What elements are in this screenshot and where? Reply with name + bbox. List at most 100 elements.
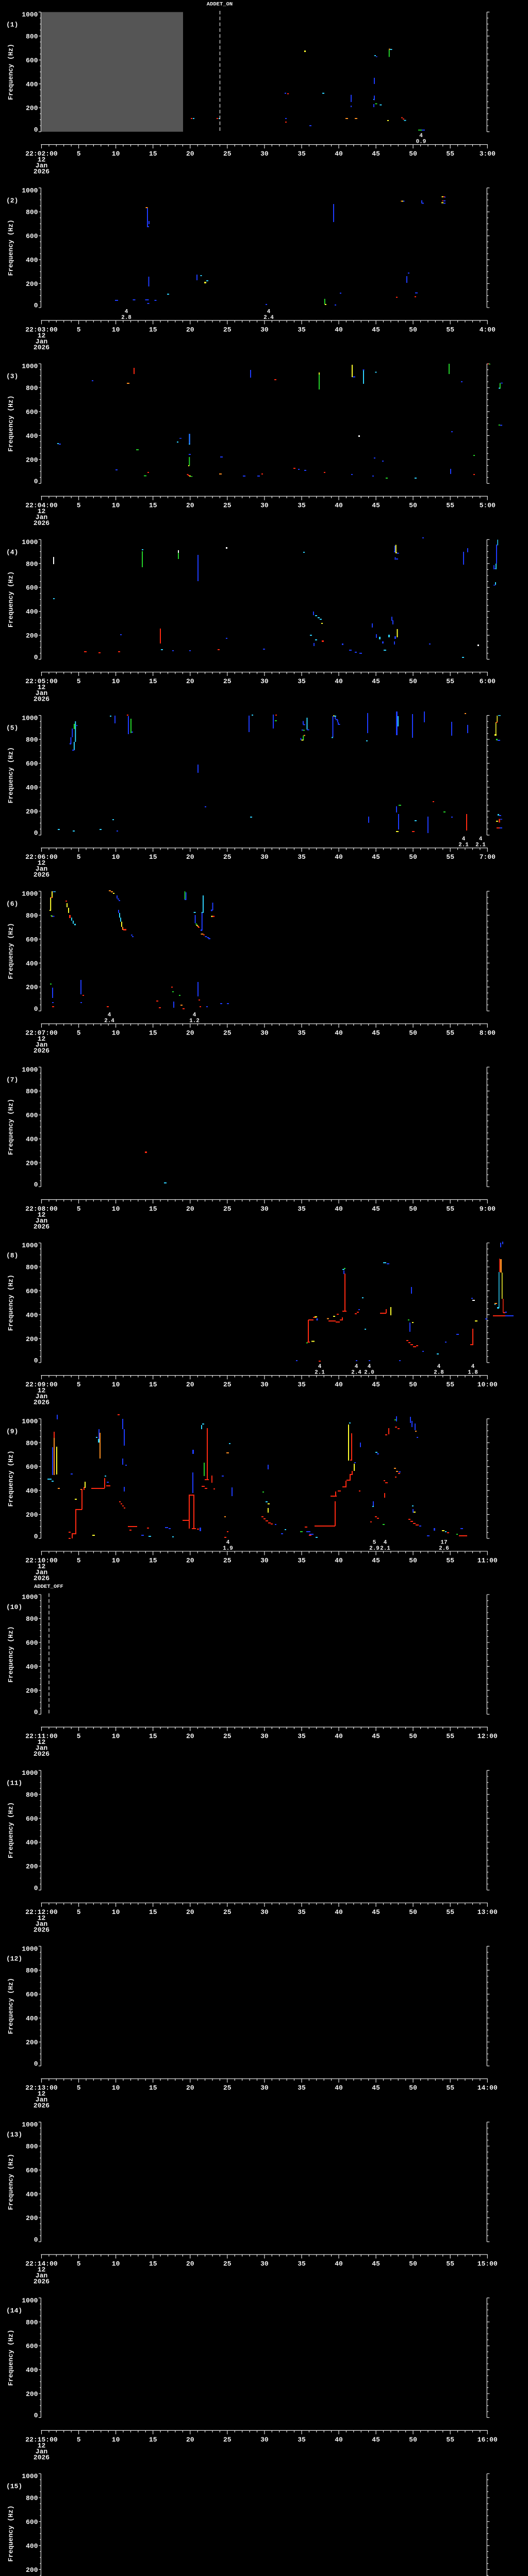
svg-text:10: 10 [112,2436,120,2444]
svg-text:25: 25 [223,1029,232,1037]
svg-text:22:12:00: 22:12:00 [25,1908,58,1916]
svg-text:200: 200 [26,1160,38,1167]
svg-text:4: 4 [318,1364,322,1370]
svg-text:10: 10 [112,502,120,510]
svg-text:800: 800 [26,2495,38,2502]
svg-text:10: 10 [112,1029,120,1037]
svg-text:30: 30 [260,2436,269,2444]
svg-text:1.9: 1.9 [223,1546,233,1552]
svg-text:45: 45 [372,1381,380,1388]
svg-text:800: 800 [26,560,38,568]
svg-text:600: 600 [26,2343,38,2350]
svg-text:10: 10 [112,1205,120,1213]
svg-text:Frequency (Hz): Frequency (Hz) [7,1978,15,2034]
svg-text:22:09:00: 22:09:00 [25,1381,58,1388]
svg-text:5: 5 [77,853,81,861]
svg-text:10: 10 [112,2084,120,2092]
svg-text:30: 30 [260,326,269,333]
svg-text:4: 4 [108,1012,111,1019]
svg-text:0: 0 [34,1357,38,1365]
svg-text:22:06:00: 22:06:00 [25,853,58,861]
svg-text:22:02:00: 22:02:00 [25,150,58,158]
svg-text:(3): (3) [6,372,18,380]
svg-text:400: 400 [26,960,38,968]
svg-text:12:00: 12:00 [477,1733,498,1740]
svg-text:1000: 1000 [22,714,38,722]
svg-text:200: 200 [26,632,38,640]
svg-text:400: 400 [26,1663,38,1671]
svg-text:5: 5 [77,326,81,333]
svg-text:30: 30 [260,677,269,685]
svg-text:35: 35 [298,326,306,333]
svg-text:10: 10 [112,853,120,861]
svg-text:(7): (7) [6,1076,18,1083]
svg-text:200: 200 [26,2566,38,2574]
svg-text:5: 5 [77,1205,81,1213]
svg-text:400: 400 [26,80,38,88]
svg-text:55: 55 [446,1029,454,1037]
svg-text:600: 600 [26,232,38,240]
svg-text:400: 400 [26,1487,38,1495]
svg-text:5: 5 [77,1381,81,1388]
svg-text:10:00: 10:00 [477,1381,498,1388]
svg-text:11:00: 11:00 [477,1556,498,1564]
svg-text:35: 35 [298,502,306,510]
svg-text:600: 600 [26,1463,38,1471]
svg-text:4: 4 [479,836,483,842]
svg-text:22:10:00: 22:10:00 [25,1556,58,1564]
svg-text:800: 800 [26,1439,38,1447]
svg-text:2.6: 2.6 [439,1546,449,1552]
svg-text:15:00: 15:00 [477,2260,498,2268]
svg-text:40: 40 [335,1733,343,1740]
svg-text:600: 600 [26,936,38,943]
svg-text:40: 40 [335,326,343,333]
svg-text:12: 12 [38,507,46,515]
svg-text:600: 600 [26,57,38,64]
svg-text:5: 5 [77,2084,81,2092]
svg-text:25: 25 [223,502,232,510]
svg-text:(11): (11) [6,1779,22,1787]
svg-text:55: 55 [446,853,454,861]
svg-text:ADDET_ON: ADDET_ON [207,2,233,8]
svg-text:0.9: 0.9 [416,139,426,145]
svg-text:35: 35 [298,853,306,861]
svg-text:40: 40 [335,502,343,510]
svg-text:4: 4 [267,309,271,315]
svg-text:Frequency (Hz): Frequency (Hz) [7,747,15,803]
svg-text:4: 4 [437,1364,441,1370]
svg-text:45: 45 [372,326,380,333]
svg-text:12: 12 [38,859,46,867]
svg-text:4: 4 [384,1539,387,1546]
svg-text:5: 5 [77,1029,81,1037]
svg-text:400: 400 [26,432,38,440]
svg-text:2.1: 2.1 [458,842,469,849]
svg-text:0: 0 [34,126,38,133]
svg-text:25: 25 [223,326,232,333]
svg-text:12: 12 [38,156,46,164]
svg-text:800: 800 [26,1967,38,1975]
svg-text:10: 10 [112,1556,120,1564]
svg-text:800: 800 [26,209,38,216]
svg-text:55: 55 [446,150,454,158]
svg-text:30: 30 [260,2260,269,2268]
svg-text:15: 15 [149,1733,157,1740]
svg-text:12: 12 [38,683,46,691]
svg-text:4: 4 [419,133,423,139]
svg-text:55: 55 [446,502,454,510]
svg-text:600: 600 [26,408,38,416]
svg-text:600: 600 [26,1639,38,1647]
svg-text:Frequency (Hz): Frequency (Hz) [7,1099,15,1155]
svg-text:600: 600 [26,1991,38,1998]
svg-text:(14): (14) [6,2307,22,2314]
svg-text:800: 800 [26,384,38,392]
svg-text:14:00: 14:00 [477,2084,498,2092]
svg-text:5: 5 [77,2436,81,2444]
svg-text:40: 40 [335,1205,343,1213]
svg-text:15: 15 [149,1029,157,1037]
svg-text:1.2: 1.2 [189,1018,200,1024]
svg-text:4: 4 [462,836,466,842]
svg-text:800: 800 [26,1088,38,1095]
svg-text:2.4: 2.4 [104,1018,114,1024]
svg-text:20: 20 [186,677,194,685]
svg-text:2026: 2026 [34,1223,50,1230]
